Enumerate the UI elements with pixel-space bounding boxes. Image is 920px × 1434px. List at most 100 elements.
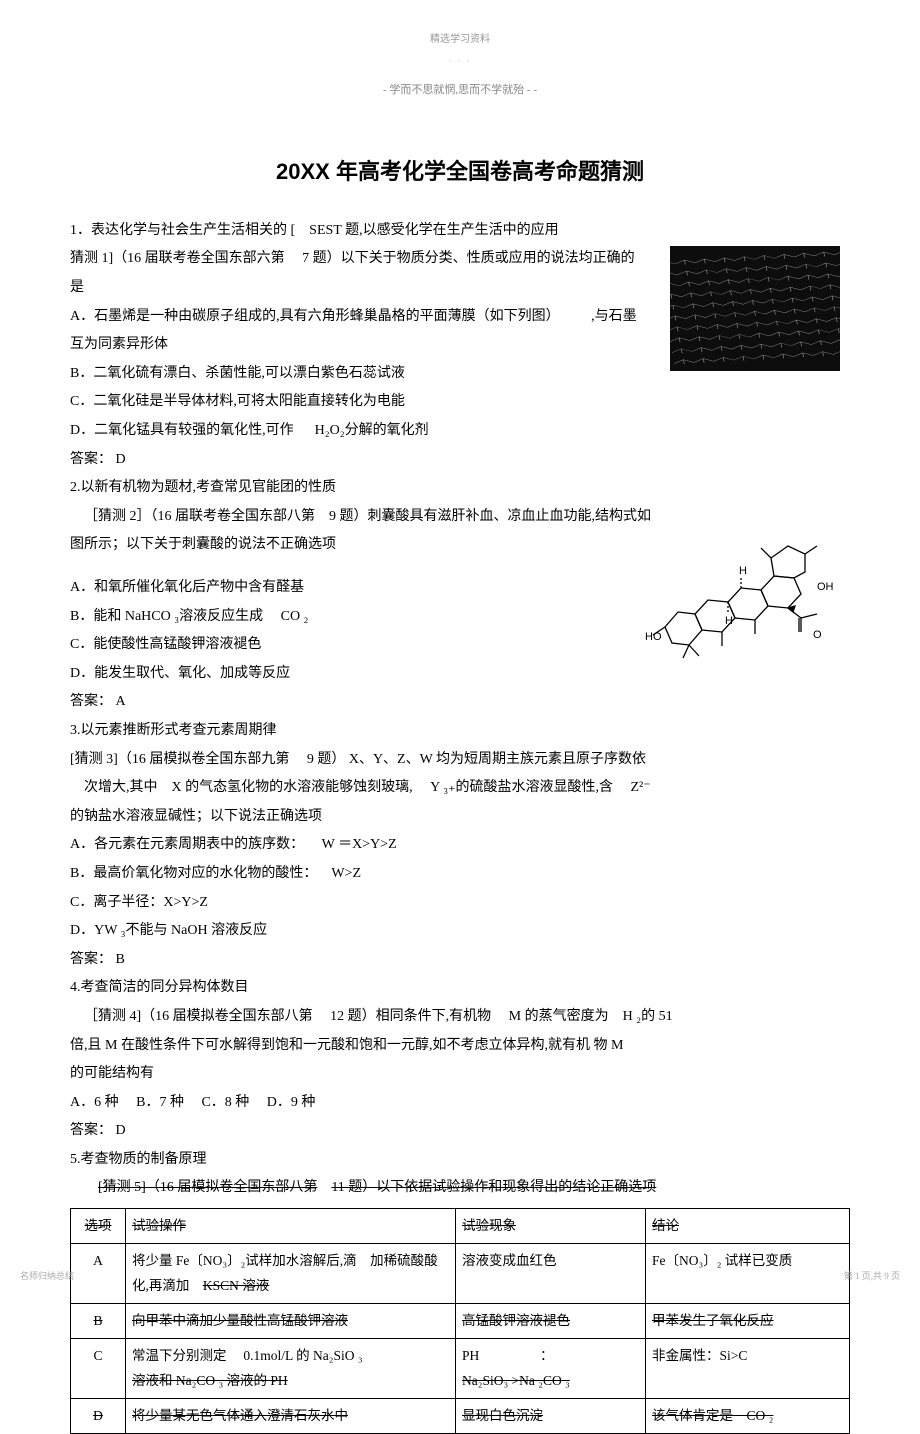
q3-line1: [猜测 3]（16 届模拟卷全国东部九第 9 题） X、Y、Z、W 均为短周期主… (70, 747, 850, 774)
q4-line1: ［猜测 4]（16 届模拟卷全国东部八第 12 题）相同条件下,有机物 M 的蒸… (70, 1004, 850, 1031)
svg-text:H: H (739, 565, 747, 577)
col-operation-header: 试验操作 (126, 1209, 456, 1244)
q4-stem: 4.考查简洁的同分异构体数目 (70, 975, 850, 1002)
footer-right: 第 1 页,共 9 页 (844, 1268, 900, 1285)
text: KSCN 溶液 (203, 1278, 269, 1293)
q1-optC: C．二氧化硅是半导体材料,可将太阳能直接转化为电能 (70, 389, 850, 416)
q3-optB: B．最高价氧化物对应的水化物的酸性： W>Z (70, 861, 850, 888)
text: [猜测 3]（16 届模拟卷全国东部九第 (70, 752, 289, 767)
graphene-image (670, 246, 840, 371)
cell-conclusion: 非金属性：Si>C (646, 1338, 850, 1398)
svg-text:HO: HO (645, 631, 662, 643)
q3-optA: A．各元素在元素周期表中的族序数： W ＝X>Y>Z (70, 832, 850, 859)
text: A．各元素在元素周期表中的族序数： (70, 837, 304, 852)
q3-line3: 的钠盐水溶液显碱性；以下说法正确选项 (70, 804, 850, 831)
q2-stem: 2.以新有机物为题材,考查常见官能团的性质 (70, 475, 850, 502)
svg-text:OH: OH (817, 581, 834, 593)
q1-stem: 1．表达化学与社会生产生活相关的 [ SEST 题,以感受化学在生产生活中的应用 (70, 218, 850, 245)
text: 9 题）刺囊酸具有滋肝补血、凉血止血功能,结构式如 (329, 509, 651, 524)
text: PH (462, 1348, 479, 1363)
text: Na₂SiO₃ >Na ₂CO ₃ (462, 1373, 570, 1388)
q3-optC: C．离子半径：X>Y>Z (70, 890, 850, 917)
cell-operation: 常温下分别测定 0.1mol/L 的 Na₂SiO ₃ 溶液和 Na₂CO ₃ … (126, 1338, 456, 1398)
text: ： (540, 1348, 554, 1363)
text: A．石墨烯是一种由碳原子组成的,具有六角形蜂巢晶格的平面薄膜（如下列图） (70, 309, 560, 324)
col-conclusion-header: 结论 (646, 1209, 850, 1244)
text: D．二氧化锰具有较强的氧化性,可作 (70, 423, 294, 438)
text: SEST 题,以感受化学在生产生活中的应用 (309, 223, 558, 238)
text: H₂O₂分解的氧化剂 (315, 423, 429, 438)
question-1-block: 1．表达化学与社会生产生活相关的 [ SEST 题,以感受化学在生产生活中的应用… (70, 218, 850, 473)
q1-optD: D．二氧化锰具有较强的氧化性,可作 H₂O₂分解的氧化剂 (70, 418, 850, 445)
cell-phenomenon: 溶液变成血红色 (456, 1243, 646, 1303)
text: ［猜测 2］（16 届联考卷全国东部八第 (84, 509, 315, 524)
text: [猜测 5]（16 届模拟卷全国东部八第 (98, 1180, 317, 1195)
q2-line1: ［猜测 2］（16 届联考卷全国东部八第 9 题）刺囊酸具有滋肝补血、凉血止血功… (70, 504, 850, 531)
text: 7 题）以下关于物质分类、性质或应用的说法均正确的 (302, 251, 635, 266)
page-header-sub: - - - (70, 53, 850, 68)
table-row: B 向甲苯中滴加少量酸性高锰酸钾溶液 高锰酸钾溶液褪色 甲苯发生了氧化反应 (71, 1303, 850, 1338)
text: Z²⁻ (630, 780, 650, 795)
text: 常温下分别测定 0.1mol/L 的 Na₂SiO ₃ (132, 1348, 363, 1363)
cell-opt: B (71, 1303, 126, 1338)
q4-opts: A．6 种 B．7 种 C．8 种 D．9 种 (70, 1090, 850, 1117)
footer-left: 名师归纳总结 (20, 1268, 74, 1285)
cell-conclusion: Fe〔NO₃〕₂ 试样已变质 (646, 1243, 850, 1303)
text: Y ₃₊的硫酸盐水溶液显酸性,含 (430, 780, 613, 795)
text: H ₂的 51 (623, 1009, 673, 1024)
cell-opt: A (71, 1243, 126, 1303)
molecule-structure-image: HO OH O H H (645, 532, 840, 672)
svg-text:O: O (813, 629, 822, 641)
text: 12 题）相同条件下,有机物 (330, 1009, 491, 1024)
text: 次增大,其中 X 的气态氢化物的水溶液能够蚀刻玻璃, (70, 780, 413, 795)
text: ,与石墨 (591, 309, 637, 324)
text: W>Z (331, 866, 361, 881)
table-row: C 常温下分别测定 0.1mol/L 的 Na₂SiO ₃ 溶液和 Na₂CO … (71, 1338, 850, 1398)
cell-phenomenon: PH ： Na₂SiO₃ >Na ₂CO ₃ (456, 1338, 646, 1398)
q3-stem: 3.以元素推断形式考查元素周期律 (70, 718, 850, 745)
cell-conclusion: 甲苯发生了氧化反应 (646, 1303, 850, 1338)
cell-operation: 将少量某无色气体通入澄清石灰水中 (126, 1398, 456, 1433)
q5-stem: 5.考查物质的制备原理 (70, 1147, 850, 1174)
main-title: 20XX 年高考化学全国卷高考命题猜测 (70, 151, 850, 193)
q4-line2: 倍,且 M 在酸性条件下可水解得到饱和一元酸和饱和一元醇,如不考虑立体异构,就有… (70, 1033, 850, 1060)
table-row: A 将少量 Fe〔NO₃〕₂试样加水溶解后,滴 加稀硫酸酸化,再滴加 KSCN … (71, 1243, 850, 1303)
q2-answer: 答案： A (70, 689, 850, 716)
q2-body: 图所示；以下关于刺囊酸的说法不正确选项 A．和氧所催化氧化后产物中含有醛基 B．… (70, 532, 850, 716)
cell-operation: 将少量 Fe〔NO₃〕₂试样加水溶解后,滴 加稀硫酸酸化,再滴加 KSCN 溶液 (126, 1243, 456, 1303)
col-phenomenon-header: 试验现象 (456, 1209, 646, 1244)
page-header-top: 精选学习资料 (70, 30, 850, 49)
svg-text:H: H (725, 615, 733, 627)
q5-table: 选项 试验操作 试验现象 结论 A 将少量 Fe〔NO₃〕₂试样加水溶解后,滴 … (70, 1208, 850, 1433)
q3-answer: 答案： B (70, 947, 850, 974)
text: ［猜测 4]（16 届模拟卷全国东部八第 (84, 1009, 313, 1024)
q5-line1: [猜测 5]（16 届模拟卷全国东部八第 11 题）以下依据试验操作和现象得出的… (70, 1175, 850, 1202)
text: 猜测 1]（16 届联考卷全国东部六第 (70, 251, 285, 266)
text: 11 题）以下依据试验操作和现象得出的结论正确选项 (331, 1180, 656, 1195)
page-motto: - 学而不思就惘,思而不学就殆 - - (70, 80, 850, 101)
cell-operation: 向甲苯中滴加少量酸性高锰酸钾溶液 (126, 1303, 456, 1338)
cell-phenomenon: 高锰酸钾溶液褪色 (456, 1303, 646, 1338)
q4-answer: 答案： D (70, 1118, 850, 1145)
text: 将少量 Fe〔NO₃〕₂试样加水溶解后,滴 加稀硫酸酸化,再滴加 (132, 1253, 438, 1294)
text: CO ₂ (747, 1408, 774, 1423)
q1-answer: 答案： D (70, 447, 850, 474)
text: 溶液和 Na₂CO ₃ 溶液的 PH (132, 1373, 288, 1388)
text: 9 题） X、Y、Z、W 均为短周期主族元素且原子序数依 (307, 752, 646, 767)
q3-optD: D．YW ₃不能与 NaOH 溶液反应 (70, 918, 850, 945)
table-header-row: 选项 试验操作 试验现象 结论 (71, 1209, 850, 1244)
cell-conclusion: 该气体肯定是 CO ₂ (646, 1398, 850, 1433)
text: 该气体肯定是 (652, 1408, 733, 1423)
cell-opt: D (71, 1398, 126, 1433)
text: 1．表达化学与社会生产生活相关的 [ (70, 223, 295, 238)
q4-line3: 的可能结构有 (70, 1061, 850, 1088)
text: W ＝X>Y>Z (322, 837, 397, 852)
text: B．能和 NaHCO ₃溶液反应生成 (70, 609, 263, 624)
text: CO ₂ (281, 609, 309, 624)
table-row: D 将少量某无色气体通入澄清石灰水中 显现白色沉淀 该气体肯定是 CO ₂ (71, 1398, 850, 1433)
col-option-header: 选项 (71, 1209, 126, 1244)
text: M 的蒸气密度为 (509, 1009, 609, 1024)
experiment-table: 选项 试验操作 试验现象 结论 A 将少量 Fe〔NO₃〕₂试样加水溶解后,滴 … (70, 1208, 850, 1433)
text: B．最高价氧化物对应的水化物的酸性： (70, 866, 317, 881)
cell-opt: C (71, 1338, 126, 1398)
